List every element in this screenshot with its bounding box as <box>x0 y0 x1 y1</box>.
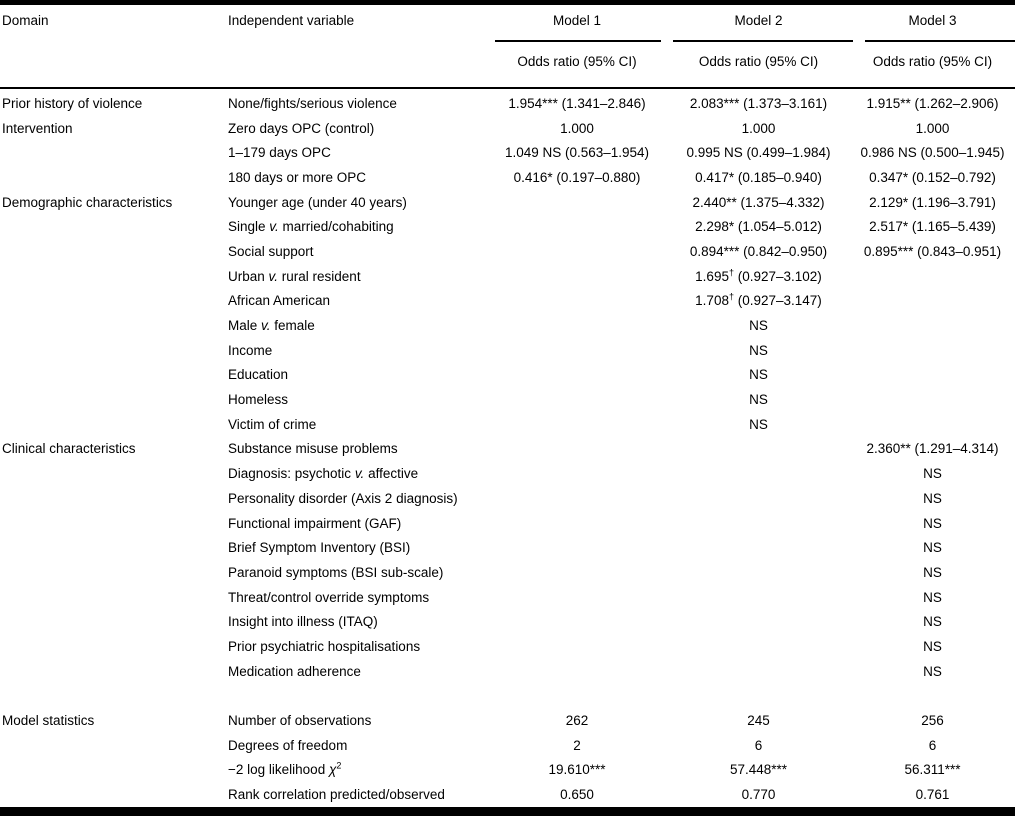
variable-cell: Insight into illness (ITAQ) <box>228 614 378 630</box>
model1-cell: 0.416* (0.197–0.880) <box>513 169 641 185</box>
model2-cell: 0.770 <box>741 787 776 803</box>
column-header-model-2: Model 2 <box>734 13 783 28</box>
model2-cell: 0.995 NS (0.499–1.984) <box>686 145 831 161</box>
header-rule <box>0 87 1015 89</box>
model1-cell: 0.650 <box>560 787 594 803</box>
top-rule <box>0 0 1015 5</box>
model2-cell: 1.000 <box>741 120 776 136</box>
model-2-underline <box>673 40 853 42</box>
model3-cell: 6 <box>928 737 937 753</box>
model2-cell: 57.448*** <box>729 762 788 778</box>
model3-cell: NS <box>923 614 942 630</box>
model2-cell: 245 <box>747 713 770 729</box>
model3-cell: 0.347* (0.152–0.792) <box>869 169 996 185</box>
domain-cell: Prior history of violence <box>2 95 143 111</box>
model2-cell: 0.417* (0.185–0.940) <box>695 169 822 185</box>
domain-cell: Intervention <box>2 120 73 136</box>
model2-cell: 1.695† (0.927–3.102) <box>695 267 822 284</box>
variable-cell: Brief Symptom Inventory (BSI) <box>228 540 411 556</box>
variable-cell: Income <box>228 342 273 358</box>
model2-cell: 2.298* (1.054–5.012) <box>695 219 822 235</box>
model1-cell: 262 <box>565 713 589 729</box>
variable-cell: Personality disorder (Axis 2 diagnosis) <box>228 490 458 506</box>
model3-cell: 0.761 <box>915 787 950 803</box>
model3-cell: NS <box>923 490 942 506</box>
model3-cell: 56.311*** <box>904 762 961 778</box>
model2-cell: 0.894*** (0.842–0.950) <box>689 243 828 259</box>
model3-cell: 0.986 NS (0.500–1.945) <box>860 145 1005 161</box>
variable-cell: Education <box>228 367 289 383</box>
variable-cell: Functional impairment (GAF) <box>228 515 402 531</box>
variable-cell: African American <box>228 293 331 309</box>
variable-cell: Zero days OPC (control) <box>228 120 375 136</box>
table-body: Prior history of violence None/fights/ser… <box>0 91 1015 807</box>
column-header-independent-variable: Independent variable <box>228 13 355 28</box>
model3-cell: 1.915** (1.262–2.906) <box>866 95 999 111</box>
variable-cell: Substance misuse problems <box>228 441 398 457</box>
model2-cell: 2.440** (1.375–4.332) <box>692 194 825 210</box>
column-header-model-1: Model 1 <box>552 13 602 28</box>
model3-cell: NS <box>923 466 942 482</box>
model3-cell: 1.000 <box>915 120 950 136</box>
model2-cell: NS <box>749 342 768 358</box>
subheader-odds-ratio-model-1: Odds ratio (95% CI) <box>517 54 637 69</box>
variable-cell: 180 days or more OPC <box>228 169 367 185</box>
model3-cell: NS <box>923 663 942 679</box>
domain-cell: Clinical characteristics <box>2 441 136 457</box>
bottom-rule <box>0 807 1015 816</box>
variable-cell: Victim of crime <box>228 416 317 432</box>
model2-cell: NS <box>749 392 768 408</box>
domain-cell: Demographic characteristics <box>2 194 173 210</box>
model3-cell: 256 <box>921 713 944 729</box>
column-header-domain: Domain <box>2 13 49 28</box>
variable-cell: Medication adherence <box>228 663 361 679</box>
model2-cell: 1.708† (0.927–3.147) <box>695 291 822 309</box>
variable-cell: Threat/control override symptoms <box>228 589 430 605</box>
variable-cell: Degrees of freedom <box>228 737 348 753</box>
model1-cell: 2 <box>573 737 581 753</box>
model3-cell: 2.360** (1.291–4.314) <box>866 441 999 457</box>
variable-cell: Number of observations <box>228 713 372 729</box>
model2-cell: 6 <box>754 737 763 753</box>
variable-cell: Single v. married/cohabiting <box>228 219 394 235</box>
model1-cell: 1.049 NS (0.563–1.954) <box>504 145 650 161</box>
subheader-odds-ratio-model-3: Odds ratio (95% CI) <box>872 54 993 69</box>
model2-cell: 2.083*** (1.373–3.161) <box>689 95 828 111</box>
subheader-odds-ratio-model-2: Odds ratio (95% CI) <box>698 54 819 69</box>
variable-cell: Diagnosis: psychotic v. affective <box>228 466 419 482</box>
model3-cell: NS <box>923 638 942 654</box>
model3-cell: NS <box>923 540 942 556</box>
model3-cell: 2.129* (1.196–3.791) <box>869 194 996 210</box>
domain-cell: Model statistics <box>2 713 95 729</box>
model1-cell: 1.954*** (1.341–2.846) <box>508 95 646 111</box>
model2-cell: NS <box>749 367 768 383</box>
model3-cell: 0.895*** (0.843–0.951) <box>863 243 1002 259</box>
model2-cell: NS <box>749 416 768 432</box>
model3-cell: NS <box>923 589 942 605</box>
variable-cell: Urban v. rural resident <box>228 268 361 284</box>
model3-cell: 2.517* (1.165–5.439) <box>869 219 996 235</box>
variable-cell: −2 log likelihood χ2 <box>228 760 342 778</box>
model-3-underline <box>865 40 1015 42</box>
variable-cell: Paranoid symptoms (BSI sub-scale) <box>228 564 444 580</box>
variable-cell: Homeless <box>228 392 289 408</box>
variable-cell: 1–179 days OPC <box>228 145 331 161</box>
model1-cell: 1.000 <box>560 120 594 136</box>
column-header-model-3: Model 3 <box>908 13 957 28</box>
model3-cell: NS <box>923 515 942 531</box>
variable-cell: Social support <box>228 243 314 259</box>
variable-cell: None/fights/serious violence <box>228 95 397 111</box>
variable-cell: Male v. female <box>228 318 315 334</box>
model1-cell: 19.610*** <box>548 762 606 778</box>
model2-cell: NS <box>749 318 768 334</box>
variable-cell: Rank correlation predicted/observed <box>228 787 445 803</box>
variable-cell: Prior psychiatric hospitalisations <box>228 638 421 654</box>
variable-cell: Younger age (under 40 years) <box>228 194 407 210</box>
model3-cell: NS <box>923 564 942 580</box>
model-1-underline <box>495 40 661 42</box>
